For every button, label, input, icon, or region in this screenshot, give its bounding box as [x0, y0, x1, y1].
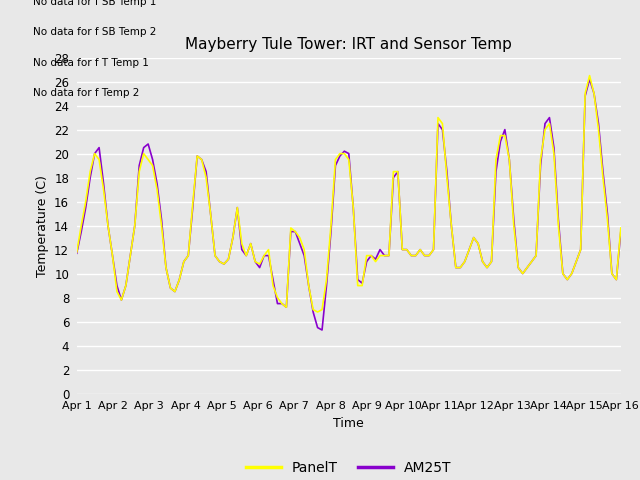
Legend: PanelT, AM25T: PanelT, AM25T	[240, 456, 458, 480]
Text: No data for f T Temp 1: No data for f T Temp 1	[33, 58, 149, 68]
Text: No data for f SB Temp 1: No data for f SB Temp 1	[33, 0, 157, 7]
Y-axis label: Temperature (C): Temperature (C)	[36, 175, 49, 276]
X-axis label: Time: Time	[333, 417, 364, 430]
Text: No data for f Temp 2: No data for f Temp 2	[33, 88, 140, 98]
Text: No data for f SB Temp 2: No data for f SB Temp 2	[33, 27, 157, 37]
Title: Mayberry Tule Tower: IRT and Sensor Temp: Mayberry Tule Tower: IRT and Sensor Temp	[186, 37, 512, 52]
